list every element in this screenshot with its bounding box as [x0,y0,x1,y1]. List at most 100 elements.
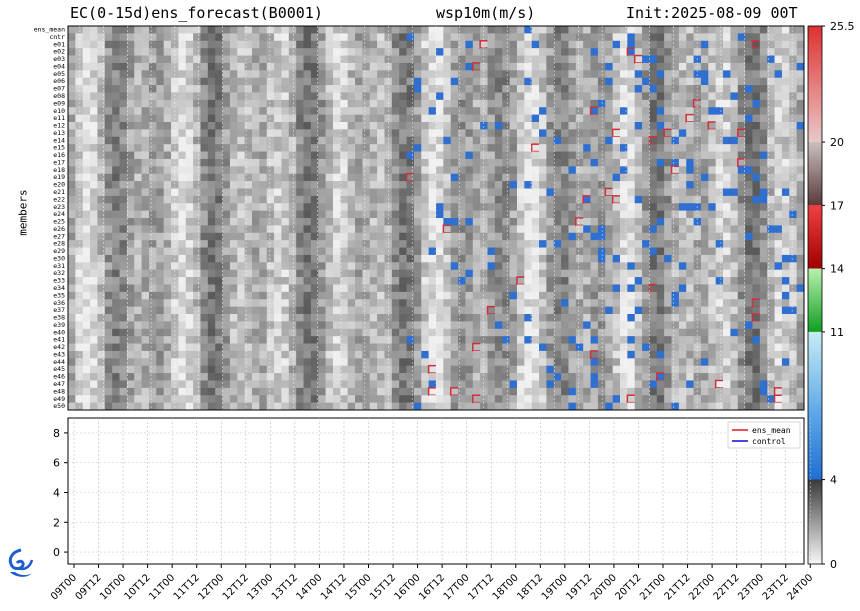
heat-cell [369,395,378,403]
heat-cell [325,240,334,248]
heat-cell [715,129,724,138]
heat-cell [700,387,709,396]
heat-cell [347,173,356,182]
heat-cell [163,328,172,337]
heat-cell [708,336,716,344]
heat-cell [436,358,444,366]
heat-cell [222,306,231,315]
heat-cell [458,173,466,182]
heat-cell [369,26,378,34]
heat-cell [502,314,510,322]
heat-cell [561,144,569,152]
heat-cell [620,70,628,78]
heat-cell [237,225,245,234]
heat-cell [163,373,172,381]
heat-cell [141,350,150,359]
heat-cell [686,62,694,71]
heat-cell [104,40,113,49]
heat-cell [318,173,326,182]
heat-cell [193,144,201,152]
heat-cell [678,350,687,359]
heat-cell [531,306,540,315]
heat-cell [178,299,187,307]
heat-cell [546,62,555,71]
heat-cell [516,188,525,197]
heat-cell [104,70,113,78]
heat-cell [222,358,231,366]
heat-cell [134,395,142,403]
heat-cell [406,62,415,71]
heat-cell [487,181,496,189]
heat-cell [112,188,120,197]
heat-cell [620,232,628,241]
heat-cell [281,77,290,86]
heat-cell [745,62,753,71]
heat-cell [141,358,150,366]
heat-cell [509,107,518,115]
heat-cell [126,365,135,374]
heat-cell [759,365,768,374]
chart-title-init: Init:2025-08-09 00T [626,4,798,22]
heat-cell [325,129,334,138]
heat-cell [266,240,275,248]
heat-cell [134,254,142,263]
heat-cell [244,306,253,315]
heat-cell [421,240,429,248]
heat-cell [163,188,172,197]
heat-cell [237,85,245,93]
heat-cell [516,33,525,42]
heat-cell [229,26,238,34]
heat-cell [75,262,84,270]
heat-cell [708,373,716,381]
heat-cell [266,373,275,381]
heat-cell [428,173,437,182]
heat-cell [104,225,113,234]
heat-cell [207,62,216,71]
heat-cell [730,225,739,234]
heat-cell [715,254,724,263]
heat-cell [590,284,599,293]
heat-cell [752,48,761,56]
heat-cell [252,350,260,359]
heat-cell [539,380,547,389]
heat-cell [678,247,687,256]
heat-cell [502,136,510,145]
heat-cell [126,291,135,300]
heat-cell [112,328,120,337]
heat-cell [200,158,209,167]
heat-cell [531,210,540,219]
heat-cell [281,277,290,285]
heat-cell [281,70,290,78]
heat-cell [134,402,142,411]
heat-cell [171,225,179,234]
heat-cell [384,188,393,197]
heat-cell [634,114,643,123]
heat-cell [318,240,326,248]
heat-cell [406,203,415,211]
heat-cell [75,40,84,49]
heat-cell [68,291,76,300]
heat-cell [163,195,172,204]
heat-cell [399,166,407,174]
heat-cell [252,380,260,389]
heat-cell [686,299,694,307]
heat-cell [332,373,341,381]
heat-cell [759,328,768,337]
heat-cell [443,225,452,234]
heat-cell [90,395,98,403]
heat-cell [597,85,606,93]
heat-cell [355,218,363,226]
heat-cell [384,218,393,226]
heat-cell [207,203,216,211]
heat-cell [531,328,540,337]
heat-cell [531,173,540,182]
heat-cell [656,92,665,101]
heat-cell [310,136,319,145]
heat-cell [583,188,591,197]
heat-cell [627,321,636,330]
heat-cell [524,129,532,138]
heat-cell [119,188,128,197]
heat-cell [377,210,385,219]
heat-cell [296,181,304,189]
heat-cell [568,144,577,152]
